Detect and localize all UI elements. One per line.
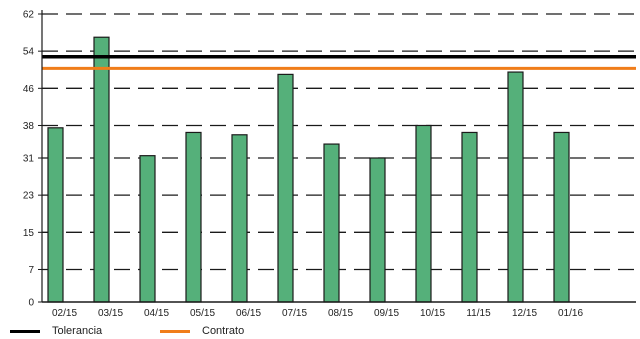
- bar: [415, 124, 432, 303]
- y-tick-label: 0: [28, 298, 34, 309]
- legend-swatch-tolerancia: [10, 329, 40, 333]
- y-tick-label: 23: [23, 191, 35, 202]
- legend-item-tolerancia: Tolerancia: [10, 323, 102, 339]
- bar: [553, 131, 570, 303]
- bar: [507, 71, 524, 303]
- x-tick-label: 11/15: [466, 308, 491, 319]
- x-tick-labels: 02/15 03/15 04/15 05/15 06/15 07/15 08/15 09/15…: [52, 308, 583, 319]
- y-tick-label: 54: [23, 47, 35, 58]
- y-tick-label: 15: [23, 228, 35, 239]
- y-tick-label: 7: [28, 265, 34, 276]
- legend: Tolerancia Contrato: [10, 323, 310, 339]
- x-tick-label: 09/15: [374, 308, 399, 319]
- y-tick-label: 46: [23, 84, 35, 95]
- bars: [47, 36, 570, 303]
- x-tick-label: 04/15: [144, 308, 169, 319]
- reference-lines: [42, 54, 636, 70]
- bar: [185, 131, 202, 303]
- x-tick-label: 02/15: [52, 308, 77, 319]
- bar: [323, 143, 340, 303]
- legend-swatch-contrato: [160, 329, 190, 333]
- legend-label-tolerancia: Tolerancia: [52, 325, 103, 337]
- x-tick-label: 10/15: [420, 308, 445, 319]
- x-tick-label: 07/15: [282, 308, 307, 319]
- y-tick-label: 62: [23, 10, 35, 21]
- x-tick-label: 08/15: [328, 308, 353, 319]
- bar: [93, 36, 110, 303]
- x-tick-label: 03/15: [98, 308, 123, 319]
- x-tick-label: 05/15: [190, 308, 215, 319]
- y-tick-labels: 0 7 15 23 31 38 46 54 62: [23, 10, 35, 309]
- axes: [38, 10, 636, 303]
- legend-item-contrato: Contrato: [160, 323, 244, 339]
- bar: [461, 131, 478, 303]
- bar: [47, 127, 64, 303]
- x-tick-label: 01/16: [558, 308, 583, 319]
- y-tick-label: 31: [23, 154, 35, 165]
- y-tick-label: 38: [23, 121, 35, 132]
- bar: [277, 73, 294, 303]
- x-tick-label: 12/15: [512, 308, 537, 319]
- bar: [369, 157, 386, 303]
- legend-label-contrato: Contrato: [202, 325, 245, 337]
- x-tick-label: 06/15: [236, 308, 261, 319]
- bar: [231, 134, 248, 303]
- bar: [139, 155, 156, 303]
